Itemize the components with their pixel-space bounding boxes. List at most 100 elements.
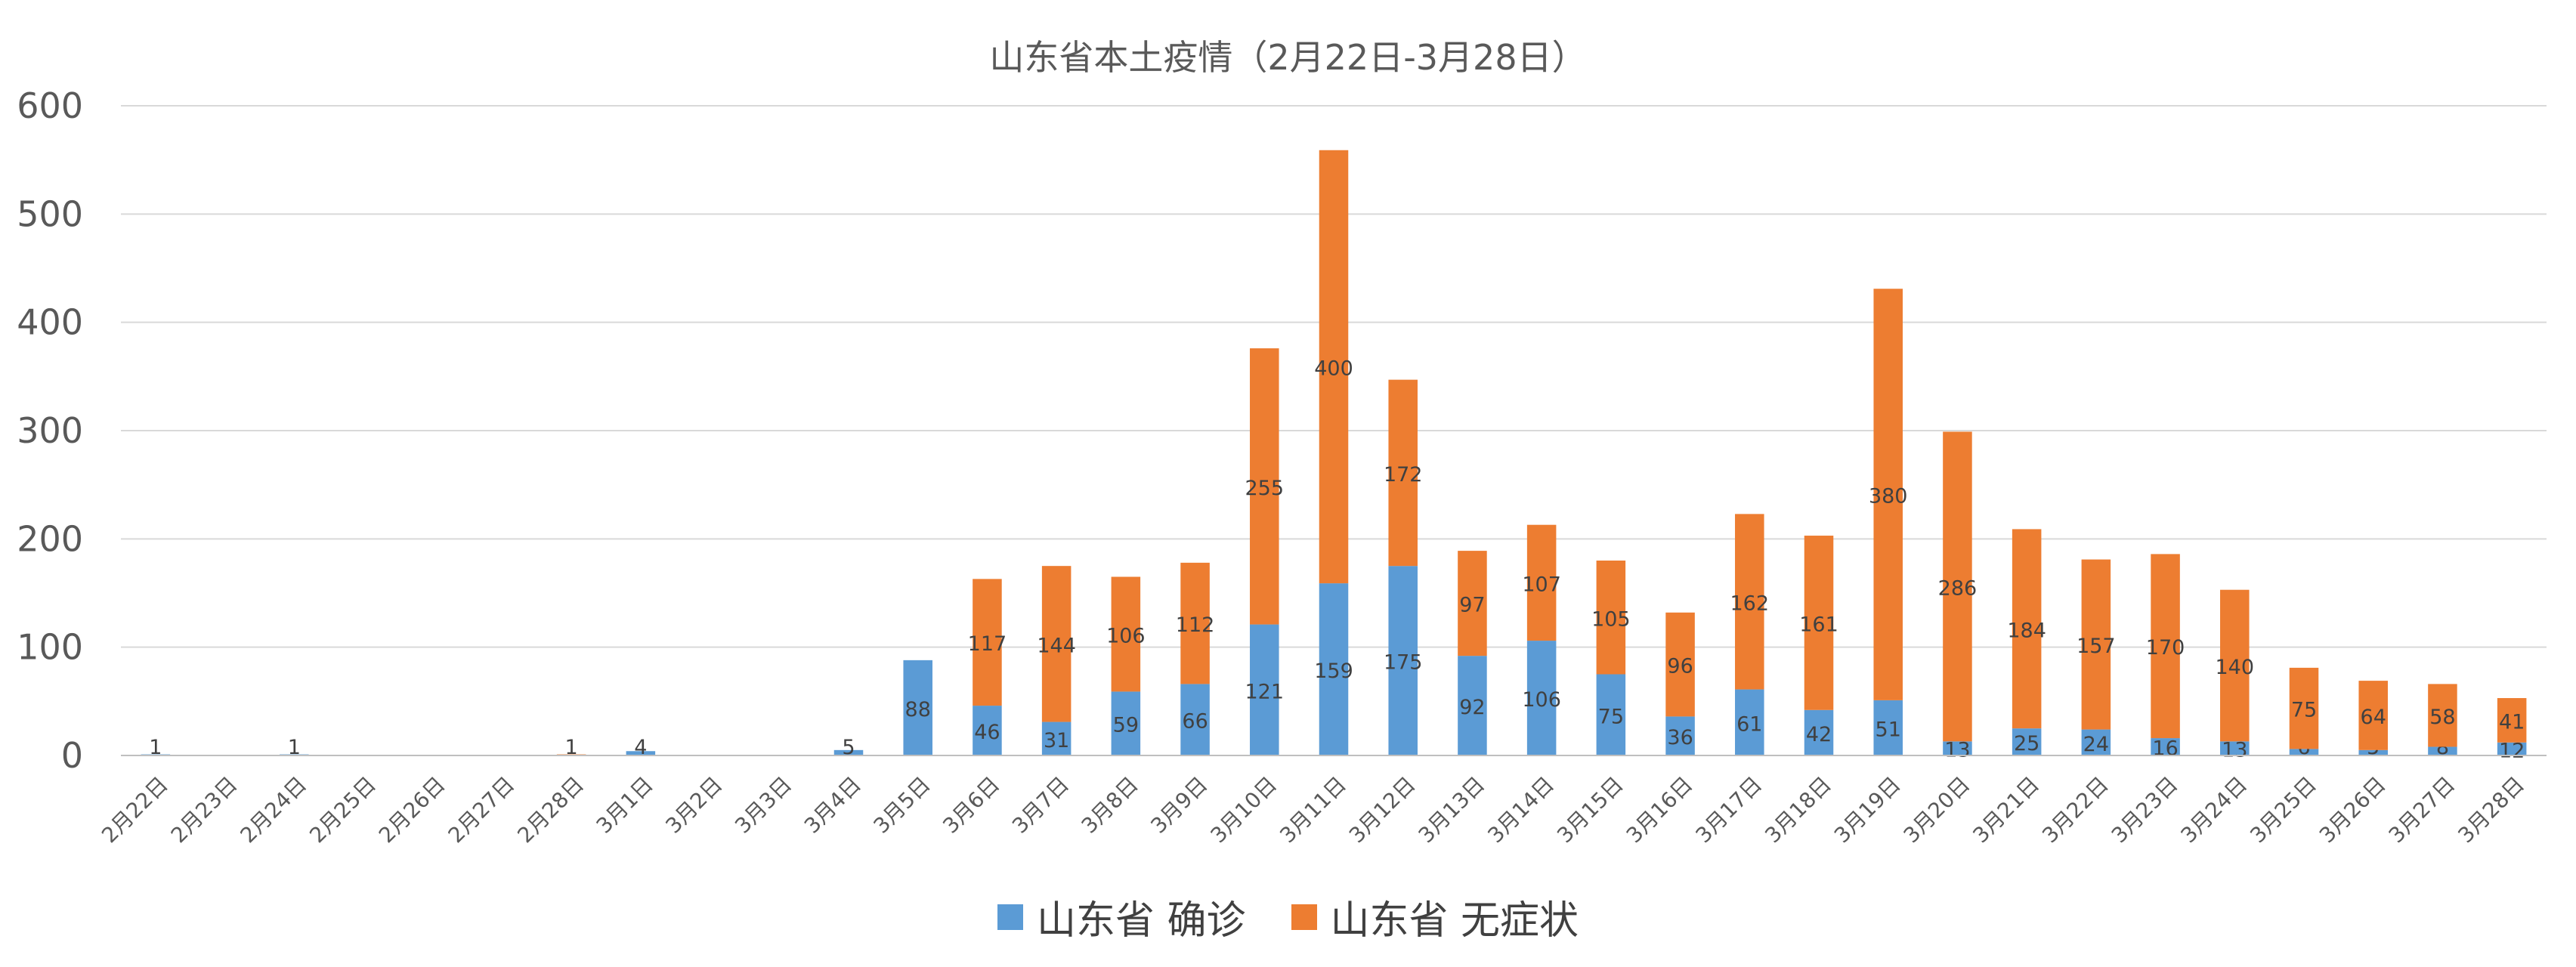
bar-asymptomatic [1250, 348, 1279, 625]
legend-item-asymptomatic: 山东省 无症状 [1291, 888, 1579, 945]
data-label-asymptomatic: 107 [1522, 573, 1561, 596]
data-label-confirmed: 88 [905, 698, 931, 721]
bar-confirmed [2012, 728, 2042, 755]
bar-confirmed [1388, 566, 1418, 755]
x-tick-label: 2月27日 [444, 772, 520, 848]
legend-label-confirmed: 山东省 确诊 [1036, 898, 1246, 944]
y-tick-label: 200 [17, 518, 83, 559]
y-tick-label: 300 [17, 410, 83, 451]
y-tick-label: 100 [17, 627, 83, 668]
data-label-confirmed: 13 [1944, 739, 1970, 762]
data-label-asymptomatic: 255 [1245, 477, 1285, 500]
data-label-confirmed: 1 [149, 736, 162, 759]
bar-confirmed [1250, 624, 1279, 755]
data-label-asymptomatic: 161 [1799, 613, 1838, 636]
legend-item-confirmed: 山东省 确诊 [997, 888, 1246, 945]
x-tick-label: 3月13日 [1414, 772, 1490, 848]
y-tick-label: 500 [17, 193, 83, 234]
bar-confirmed [2151, 738, 2180, 755]
data-label-confirmed: 31 [1044, 729, 1069, 752]
bar-asymptomatic [1873, 289, 1903, 700]
bar-asymptomatic [1526, 524, 1557, 641]
x-tick-label: 3月22日 [2037, 772, 2114, 848]
bar-asymptomatic [1180, 562, 1210, 684]
x-tick-label: 3月7日 [1007, 772, 1074, 839]
bar-confirmed [903, 660, 932, 755]
x-tick-label: 3月26日 [2315, 772, 2391, 848]
x-tick-label: 3月12日 [1344, 772, 1421, 848]
chart-title: 山东省本土疫情（2月22日-3月28日） [989, 37, 1587, 78]
data-label-asymptomatic: 112 [1176, 613, 1215, 637]
data-label-asymptomatic: 286 [1938, 576, 1978, 600]
x-tick-label: 3月19日 [1829, 772, 1906, 848]
x-tick-label: 3月11日 [1275, 772, 1351, 848]
x-tick-label: 3月9日 [1146, 772, 1212, 839]
bar-confirmed [2289, 749, 2319, 755]
data-label-asymptomatic: 117 [968, 632, 1007, 656]
legend-swatch-confirmed [997, 904, 1023, 930]
bar-asymptomatic [1665, 612, 1695, 717]
data-label-confirmed: 1 [288, 736, 301, 759]
x-tick-label: 3月8日 [1077, 772, 1143, 839]
data-label-confirmed: 75 [1598, 705, 1624, 728]
data-label-confirmed: 59 [1113, 714, 1139, 737]
bar-confirmed [1943, 741, 1972, 755]
x-tick-label: 3月24日 [2176, 772, 2253, 848]
data-label-asymptomatic: 97 [1459, 594, 1485, 617]
data-label-asymptomatic: 41 [2499, 710, 2525, 734]
x-tick-label: 3月6日 [938, 772, 1004, 839]
data-label-confirmed: 46 [974, 721, 1000, 744]
bar-confirmed [1665, 716, 1695, 755]
data-label-confirmed: 4 [634, 736, 647, 759]
bar-confirmed [2220, 741, 2250, 755]
bar-asymptomatic [2081, 559, 2111, 730]
data-label-confirmed: 121 [1245, 680, 1285, 703]
bar-confirmed [2358, 749, 2388, 755]
data-label-asymptomatic: 144 [1037, 634, 1076, 657]
bar-asymptomatic [1735, 514, 1764, 690]
y-tick-label: 400 [17, 302, 83, 343]
x-tick-label: 3月14日 [1483, 772, 1559, 848]
legend-label-asymptomatic: 山东省 无症状 [1330, 898, 1579, 944]
data-label-confirmed: 175 [1384, 651, 1423, 675]
bar-asymptomatic [1319, 150, 1349, 584]
x-tick-label: 3月2日 [660, 772, 727, 839]
x-tick-label: 2月22日 [97, 772, 173, 848]
data-label-confirmed: 13 [2222, 739, 2247, 762]
bar-asymptomatic [1804, 536, 1834, 710]
bar-confirmed [626, 751, 656, 755]
data-label-asymptomatic: 162 [1730, 592, 1770, 615]
bar-asymptomatic [2220, 589, 2250, 742]
data-label-confirmed: 106 [1522, 688, 1561, 712]
bar-asymptomatic [2497, 698, 2527, 743]
x-tick-label: 3月5日 [869, 772, 935, 839]
x-tick-label: 3月20日 [1899, 772, 1975, 848]
data-label-asymptomatic: 75 [2291, 699, 2317, 722]
data-label-asymptomatic: 157 [2077, 635, 2116, 658]
bar-asymptomatic [2358, 681, 2388, 750]
x-tick-label: 2月26日 [374, 772, 450, 848]
data-label-confirmed: 5 [842, 736, 855, 759]
bar-asymptomatic [1458, 551, 1487, 657]
x-tick-label: 2月23日 [166, 772, 243, 848]
legend-swatch-asymptomatic [1291, 904, 1317, 930]
bar-asymptomatic [1596, 561, 1626, 675]
x-tick-label: 3月23日 [2107, 772, 2183, 848]
bar-asymptomatic [1388, 379, 1418, 567]
x-tick-label: 2月25日 [305, 772, 381, 848]
bar-asymptomatic [973, 579, 1002, 706]
x-tick-label: 3月18日 [1760, 772, 1836, 848]
bar-asymptomatic [1943, 431, 1972, 742]
x-tick-label: 2月24日 [236, 772, 312, 848]
bar-asymptomatic [2012, 529, 2042, 729]
x-tick-label: 3月27日 [2384, 772, 2460, 848]
data-label-asymptomatic: 184 [2007, 619, 2046, 642]
data-label-asymptomatic: 106 [1106, 624, 1146, 647]
bar-asymptomatic [2428, 684, 2457, 747]
x-tick-label: 3月25日 [2245, 772, 2321, 848]
bar-confirmed [1735, 689, 1764, 755]
bar-confirmed [1458, 656, 1487, 755]
data-label-asymptomatic: 105 [1591, 607, 1631, 631]
